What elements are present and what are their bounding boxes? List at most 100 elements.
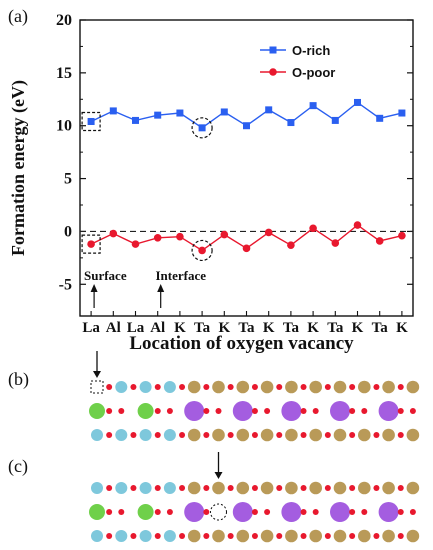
oxygen-atom bbox=[300, 432, 307, 438]
atom-bottom bbox=[163, 429, 176, 441]
data-point-circle bbox=[153, 233, 162, 242]
atom-middle bbox=[232, 401, 253, 421]
atom-top bbox=[358, 481, 371, 495]
atom-top bbox=[358, 380, 371, 394]
atom-top bbox=[163, 381, 176, 393]
atom-top bbox=[382, 380, 395, 394]
atom-top bbox=[260, 380, 274, 394]
atom-top bbox=[285, 481, 298, 495]
atom-top bbox=[333, 380, 347, 394]
formation-energy-chart: (a) -5 0 5 10 15 20 Formation energy (eV) La Al La… bbox=[8, 6, 414, 354]
data-point-circle bbox=[242, 244, 251, 253]
oxygen-atom bbox=[300, 485, 307, 491]
atom-top bbox=[285, 380, 298, 394]
oxygen-atom bbox=[300, 408, 307, 414]
highlight-box-opoor bbox=[81, 234, 101, 254]
oxygen-atom bbox=[251, 384, 258, 390]
oxygen-atom bbox=[203, 408, 210, 414]
oxygen-atom bbox=[276, 384, 283, 390]
x-tick-label: K bbox=[307, 320, 319, 336]
highlight-circle-orich bbox=[191, 117, 213, 139]
oxygen-atom bbox=[118, 408, 125, 414]
oxygen-atom bbox=[397, 408, 404, 414]
atom-bottom bbox=[236, 529, 250, 543]
oxygen-atom bbox=[203, 485, 210, 491]
atom-top bbox=[212, 380, 225, 394]
oxygen-atom bbox=[409, 509, 416, 515]
atom-bottom bbox=[236, 428, 250, 442]
oxygen-atom bbox=[312, 509, 319, 515]
atom-top bbox=[236, 481, 250, 495]
oxygen-atom bbox=[251, 485, 258, 491]
atom-middle bbox=[89, 403, 105, 419]
structure-panel-c: (c) bbox=[8, 452, 420, 543]
oxygen-atom bbox=[349, 485, 356, 491]
atom-top bbox=[163, 482, 176, 494]
oxygen-atom bbox=[349, 384, 356, 390]
atom-top bbox=[406, 481, 420, 495]
oxygen-atom bbox=[373, 533, 380, 539]
x-tick-label: Ta bbox=[283, 320, 300, 336]
atom-middle bbox=[281, 502, 302, 522]
annotation-surface: Surface bbox=[84, 268, 127, 283]
oxygen-atom bbox=[361, 509, 368, 515]
annotation-interface: Interface bbox=[156, 268, 207, 283]
data-point-circle bbox=[309, 224, 317, 233]
data-point-square bbox=[287, 119, 295, 127]
data-point-square bbox=[331, 116, 339, 124]
oxygen-atom bbox=[106, 432, 113, 438]
x-tick-label: Ta bbox=[238, 320, 255, 336]
panel-label-a: (a) bbox=[8, 6, 28, 27]
atom-top bbox=[91, 482, 103, 494]
oxygen-atom bbox=[373, 432, 380, 438]
data-point-square bbox=[154, 111, 162, 119]
atom-middle bbox=[184, 401, 205, 421]
highlight-circle-opoor bbox=[191, 239, 213, 262]
atom-bottom bbox=[91, 429, 103, 441]
highlight-box-orich bbox=[81, 111, 101, 132]
atom-bottom bbox=[358, 428, 371, 442]
data-point-circle bbox=[353, 221, 362, 229]
data-point-circle bbox=[109, 229, 118, 238]
oxygen-atom bbox=[397, 509, 404, 515]
data-point-square bbox=[176, 109, 184, 117]
oxygen-atom bbox=[227, 432, 234, 438]
data-point-circle bbox=[198, 246, 206, 255]
data-point-circle bbox=[131, 240, 140, 248]
oxygen-atom bbox=[300, 509, 307, 515]
x-tick-label: Ta bbox=[327, 320, 344, 336]
atom-top bbox=[187, 380, 201, 394]
oxygen-atom bbox=[166, 509, 173, 515]
x-tick-label: K bbox=[218, 320, 230, 336]
oxygen-atom bbox=[324, 485, 331, 491]
atom-middle bbox=[378, 401, 399, 421]
atom-top bbox=[382, 481, 395, 495]
atom-bottom bbox=[260, 428, 274, 442]
atom-bottom bbox=[285, 428, 298, 442]
oxygen-atom bbox=[276, 485, 283, 491]
x-tick-label: La bbox=[82, 320, 100, 336]
oxygen-atom bbox=[264, 408, 271, 414]
oxygen-atom bbox=[324, 384, 331, 390]
atom-bottom bbox=[406, 428, 420, 442]
oxygen-atom bbox=[349, 533, 356, 539]
panel-label-b: (b) bbox=[8, 369, 29, 390]
oxygen-atom bbox=[227, 485, 234, 491]
x-axis-label: Location of oxygen vacancy bbox=[129, 333, 354, 354]
oxygen-atom bbox=[349, 432, 356, 438]
data-point-circle bbox=[176, 232, 184, 241]
vacancy-arrow-head bbox=[214, 472, 223, 479]
oxygen-atom bbox=[118, 509, 125, 515]
data-point-square bbox=[109, 107, 117, 115]
atom-top bbox=[406, 380, 420, 394]
y-tick-label: -5 bbox=[59, 276, 72, 293]
atom-bottom bbox=[333, 529, 347, 543]
oxygen-atom bbox=[373, 384, 380, 390]
vacancy-marker bbox=[90, 380, 104, 394]
oxygen-atom bbox=[106, 384, 113, 390]
data-point-square bbox=[198, 124, 206, 132]
atom-bottom bbox=[333, 428, 347, 442]
oxygen-atom bbox=[227, 384, 234, 390]
data-point-square bbox=[220, 108, 228, 116]
oxygen-atom bbox=[154, 408, 161, 414]
